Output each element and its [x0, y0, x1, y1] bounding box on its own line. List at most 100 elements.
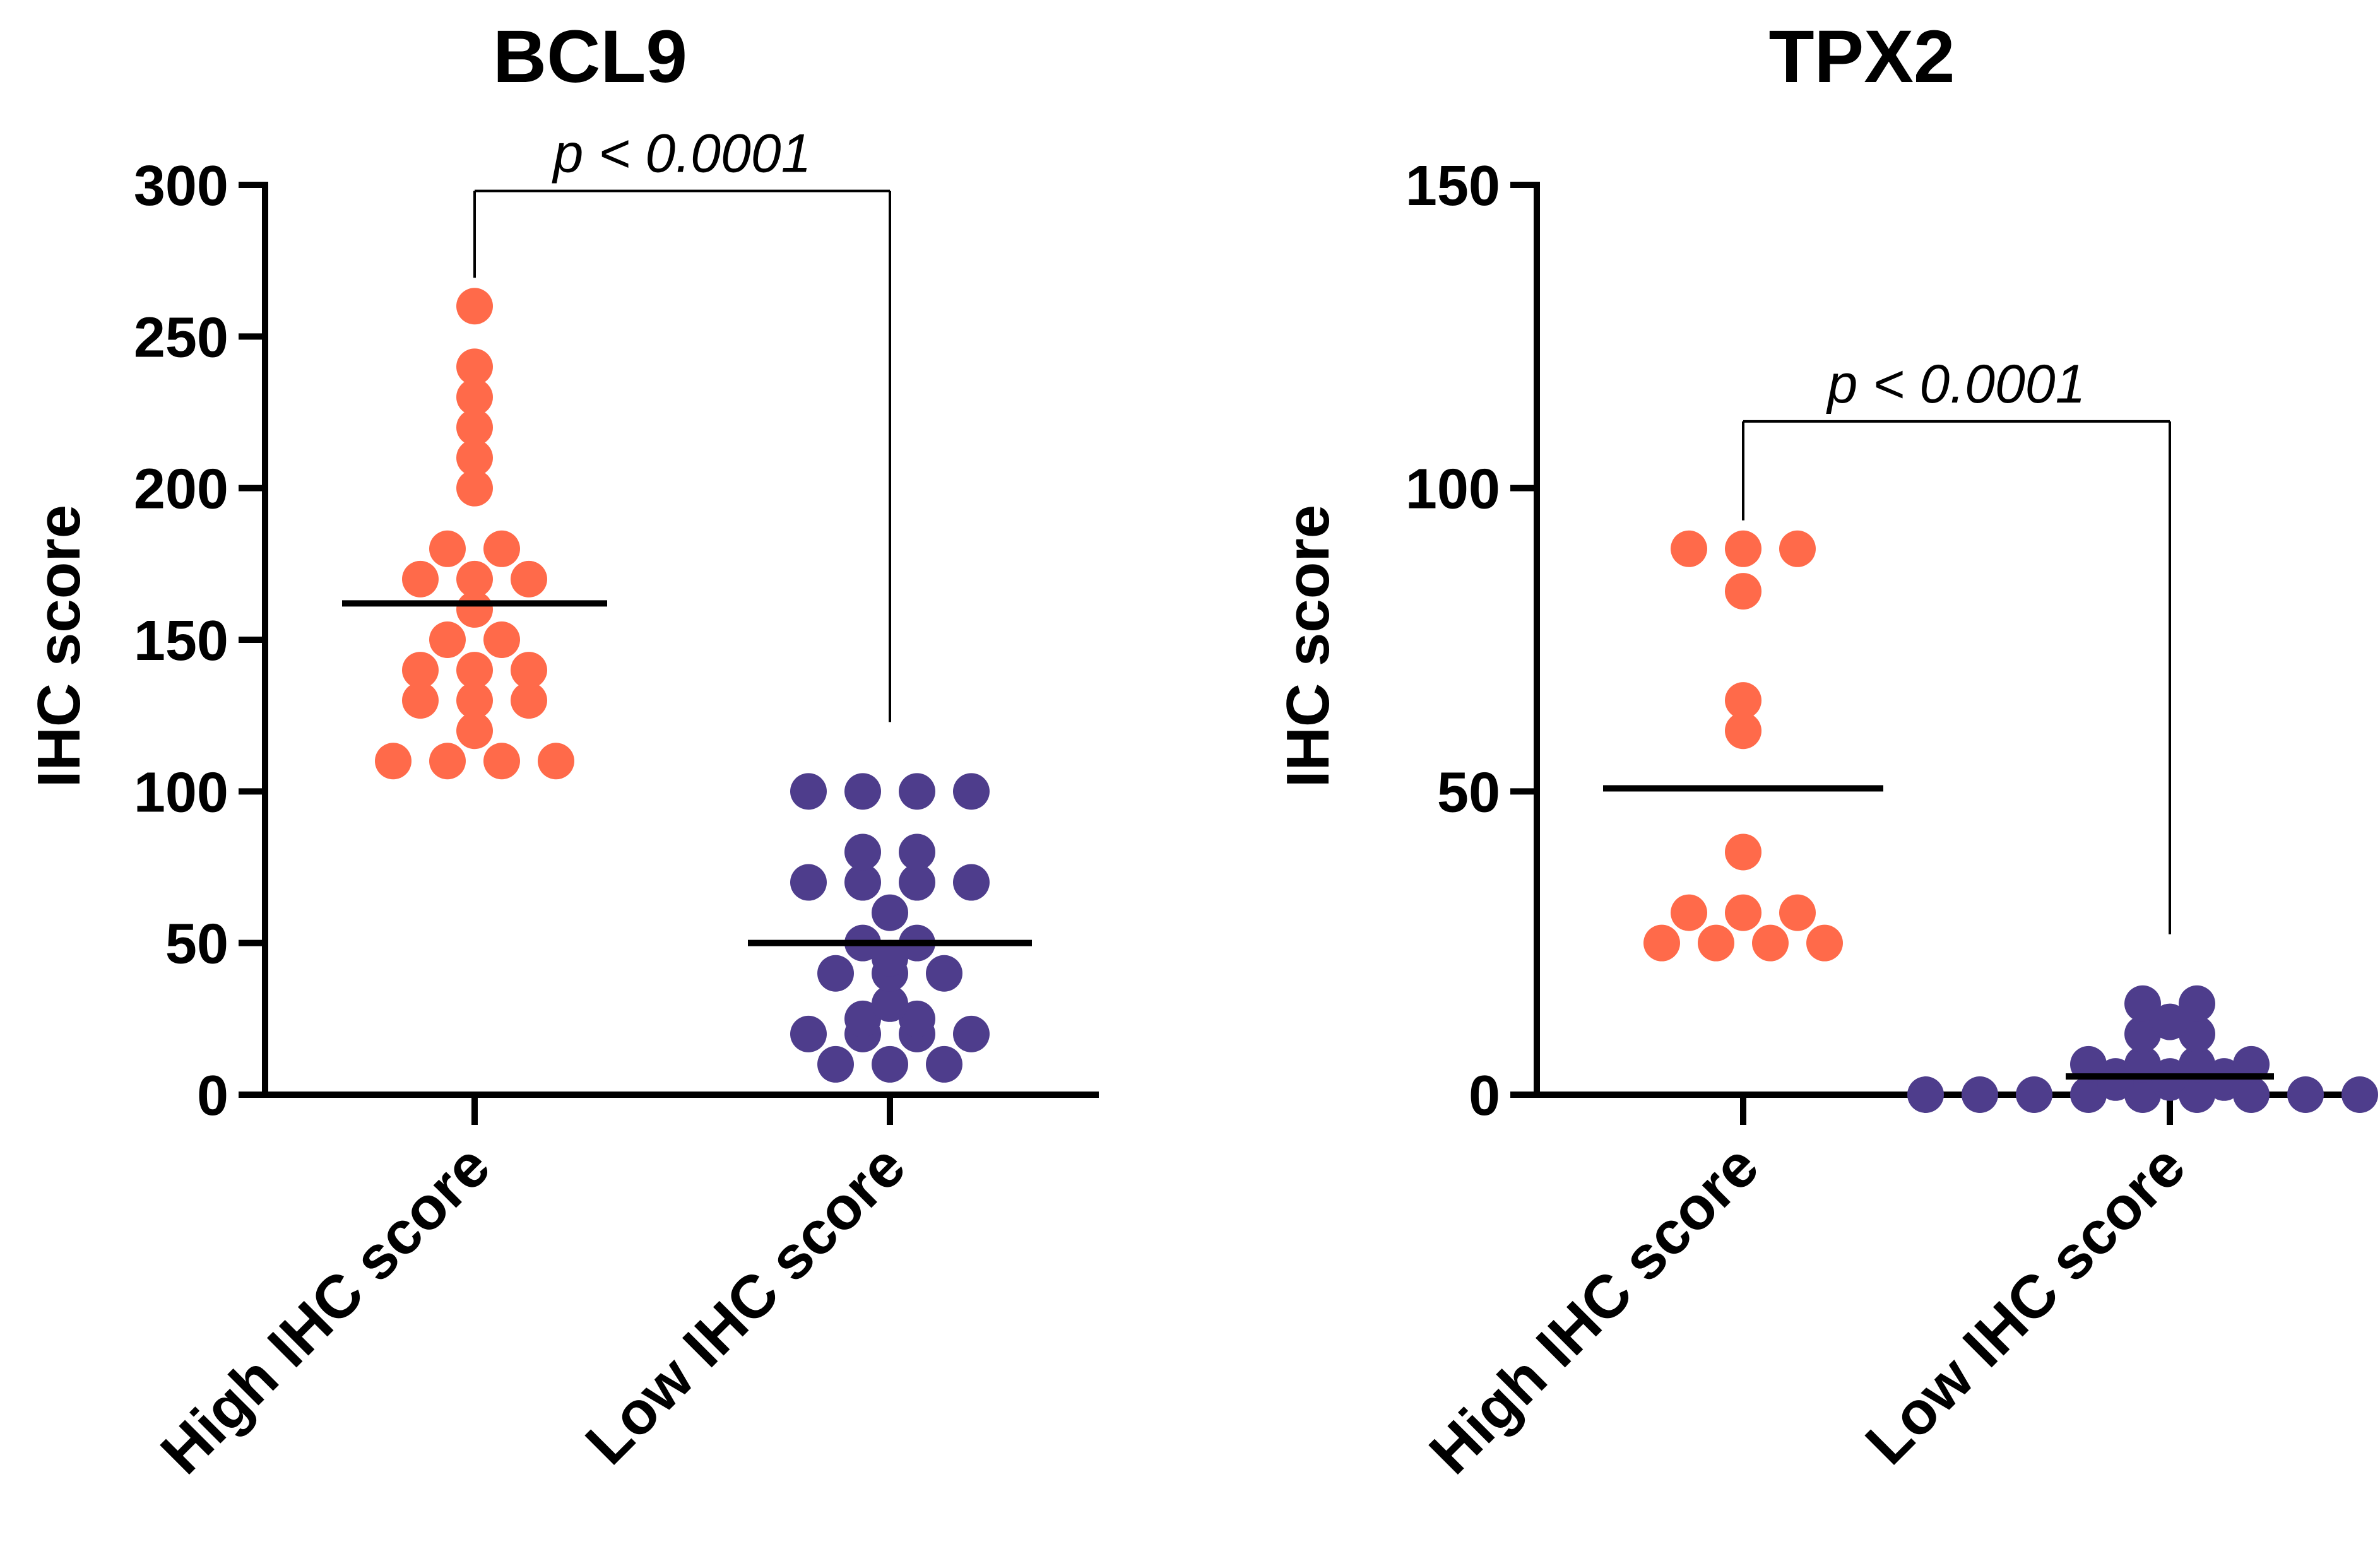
data-point [1962, 1076, 1998, 1113]
data-point [899, 1000, 935, 1037]
data-point [953, 864, 990, 901]
data-point [899, 833, 935, 871]
x-tick-label: Low IHC score [573, 1132, 918, 1477]
data-point [456, 652, 493, 689]
y-tick-label: 50 [165, 913, 228, 976]
data-point [511, 682, 547, 719]
y-tick-label: 0 [197, 1064, 228, 1127]
data-point [844, 1000, 881, 1037]
data-point [1643, 924, 1680, 962]
data-point [790, 1015, 827, 1052]
x-tick-label: Low IHC score [1853, 1132, 2198, 1477]
y-tick-label: 150 [1406, 155, 1500, 218]
data-point [429, 621, 466, 658]
data-point [1671, 894, 1707, 931]
x-axis-ticks: High IHC score Low IHC score [1417, 1095, 2198, 1486]
data-point [926, 955, 962, 992]
data-point [872, 939, 908, 977]
y-tick-label: 50 [1437, 761, 1500, 824]
data-point [1725, 894, 1761, 931]
data-point [402, 652, 439, 689]
data-point [456, 348, 493, 386]
data-point [429, 530, 466, 567]
data-point [483, 743, 520, 780]
mean-lines [342, 600, 1032, 946]
data-point [538, 743, 574, 780]
data-point [2342, 1076, 2378, 1113]
data-point [790, 773, 827, 810]
data-point [456, 560, 493, 597]
y-axis-label: IHC score [1274, 505, 1342, 787]
data-point [483, 621, 520, 658]
y-tick-label: 250 [134, 306, 228, 369]
data-point [2287, 1076, 2324, 1113]
p-value-label: p < 0.0001 [552, 124, 812, 184]
x-tick-label: High IHC score [1417, 1132, 1772, 1486]
data-point [872, 1045, 908, 1083]
y-tick-label: 200 [134, 458, 228, 521]
data-point [429, 743, 466, 780]
data-point [2016, 1076, 2052, 1113]
data-point [1752, 924, 1789, 962]
data-point [872, 985, 908, 1022]
p-value-label: p < 0.0001 [1826, 354, 2086, 415]
x-axis-ticks: High IHC score Low IHC score [148, 1095, 918, 1486]
y-tick-label: 100 [134, 761, 228, 824]
data-point [511, 560, 547, 597]
data-point [456, 288, 493, 325]
x-tick-label: High IHC score [148, 1132, 503, 1486]
data-point [2124, 985, 2161, 1022]
data-point [511, 652, 547, 689]
y-tick-label: 300 [134, 155, 228, 218]
data-point [456, 682, 493, 719]
y-axis-ticks: 0 50 100 150 200 250 300 [134, 155, 265, 1127]
mean-lines [1603, 785, 2274, 1080]
data-point [2152, 1003, 2188, 1040]
data-point [817, 955, 854, 992]
chart-title: BCL9 [493, 15, 687, 98]
data-point [402, 682, 439, 719]
data-point [844, 864, 881, 901]
chart-title: TPX2 [1768, 15, 1955, 98]
y-axis-label: IHC score [25, 505, 93, 787]
chart-panel-tpx2: TPX2 IHC score 0 50 100 150 High IHC score L… [1274, 15, 2378, 1486]
data-point [1779, 894, 1816, 931]
significance-bracket: p < 0.0001 [1742, 354, 2171, 934]
data-point [1671, 530, 1707, 567]
data-point [953, 773, 990, 810]
data-point [899, 773, 935, 810]
data-point [1725, 833, 1761, 871]
data-point [872, 894, 908, 931]
data-point [1725, 530, 1761, 567]
data-point [817, 1045, 854, 1083]
y-tick-label: 100 [1406, 458, 1500, 521]
y-tick-label: 0 [1469, 1064, 1500, 1127]
data-point [1779, 530, 1816, 567]
data-point [790, 864, 827, 901]
data-point [1725, 712, 1761, 750]
data-point [456, 469, 493, 507]
data-point [2179, 985, 2215, 1022]
data-point [1725, 682, 1761, 719]
significance-bracket: p < 0.0001 [473, 124, 891, 722]
data-point [456, 379, 493, 416]
data-point [456, 409, 493, 446]
y-axis-ticks: 0 50 100 150 [1406, 155, 1537, 1127]
data-point [844, 833, 881, 871]
data-point [456, 439, 493, 476]
chart-panel-bcl9: BCL9 IHC score 0 50 100 150 200 250 300 High I… [25, 15, 1099, 1486]
data-points [1643, 530, 2378, 1113]
data-point [926, 1045, 962, 1083]
data-point [844, 773, 881, 810]
data-point [1907, 1076, 1944, 1113]
y-tick-label: 150 [134, 609, 228, 673]
data-point [1725, 573, 1761, 610]
data-point [899, 864, 935, 901]
data-point [953, 1015, 990, 1052]
data-point [1806, 924, 1843, 962]
data-point [456, 712, 493, 750]
data-points [375, 288, 990, 1083]
data-point [375, 743, 411, 780]
data-point [402, 560, 439, 597]
